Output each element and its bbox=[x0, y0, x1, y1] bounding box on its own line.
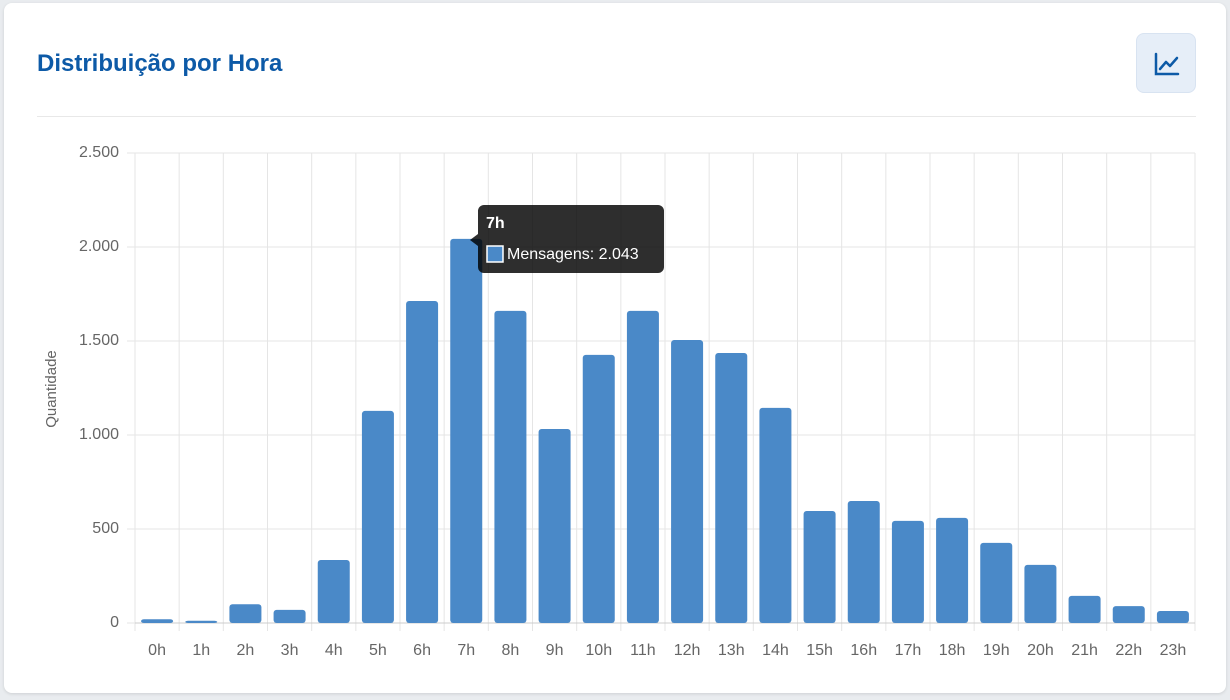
y-tick-label: 2.500 bbox=[79, 144, 119, 161]
bar bbox=[1068, 595, 1101, 623]
y-tick-label: 500 bbox=[92, 520, 119, 537]
bar bbox=[538, 428, 571, 623]
chart-icon bbox=[1154, 52, 1180, 76]
x-tick-label: 14h bbox=[762, 642, 789, 659]
chart-toggle-button[interactable] bbox=[1136, 33, 1196, 93]
x-tick-label: 15h bbox=[806, 642, 833, 659]
bar bbox=[406, 300, 439, 623]
y-tick-label: 2.000 bbox=[79, 238, 119, 255]
x-tick-label: 5h bbox=[369, 642, 387, 659]
bar bbox=[1112, 606, 1145, 623]
x-tick-label: 22h bbox=[1115, 642, 1142, 659]
tooltip-title: 7h bbox=[486, 215, 505, 232]
x-tick-label: 10h bbox=[585, 642, 612, 659]
bar bbox=[494, 310, 527, 623]
bar bbox=[803, 510, 836, 623]
x-tick-label: 18h bbox=[939, 642, 966, 659]
bar bbox=[980, 542, 1013, 623]
x-tick-label: 21h bbox=[1071, 642, 1098, 659]
y-tick-label: 1.500 bbox=[79, 332, 119, 349]
x-tick-label: 3h bbox=[281, 642, 299, 659]
bar bbox=[229, 604, 262, 623]
x-tick-label: 9h bbox=[546, 642, 564, 659]
x-tick-label: 23h bbox=[1160, 642, 1187, 659]
x-tick-label: 1h bbox=[192, 642, 210, 659]
bar bbox=[185, 620, 218, 623]
bar bbox=[936, 517, 969, 623]
bar bbox=[847, 500, 880, 623]
bar bbox=[582, 354, 615, 623]
bar bbox=[1024, 564, 1057, 623]
x-tick-label: 20h bbox=[1027, 642, 1054, 659]
bar bbox=[361, 410, 394, 623]
card-title: Distribuição por Hora bbox=[37, 50, 283, 77]
x-tick-label: 11h bbox=[630, 642, 656, 659]
y-tick-label: 1.000 bbox=[79, 426, 119, 443]
x-tick-label: 17h bbox=[895, 642, 922, 659]
x-tick-label: 16h bbox=[850, 642, 877, 659]
divider bbox=[37, 116, 1196, 117]
card: Distribuição por Hora bbox=[4, 3, 1226, 693]
tooltip-box bbox=[470, 205, 664, 273]
y-tick-label: 0 bbox=[110, 614, 119, 631]
bar bbox=[317, 560, 350, 623]
bar bbox=[715, 353, 748, 623]
x-tick-label: 13h bbox=[718, 642, 745, 659]
bar bbox=[1156, 610, 1189, 623]
bar bbox=[759, 407, 792, 623]
bar bbox=[141, 619, 174, 623]
bar bbox=[450, 238, 483, 623]
bar bbox=[671, 340, 704, 623]
bar bbox=[273, 609, 306, 623]
x-tick-label: 0h bbox=[148, 642, 166, 659]
x-tick-label: 4h bbox=[325, 642, 343, 659]
x-tick-label: 19h bbox=[983, 642, 1010, 659]
x-tick-label: 7h bbox=[457, 642, 475, 659]
x-tick-label: 6h bbox=[413, 642, 431, 659]
x-tick-label: 12h bbox=[674, 642, 701, 659]
x-tick-label: 8h bbox=[502, 642, 520, 659]
tooltip-swatch bbox=[486, 245, 504, 263]
bar bbox=[891, 520, 924, 623]
bar bbox=[626, 310, 659, 623]
y-axis-label: Quantidade bbox=[43, 350, 60, 428]
x-tick-label: 2h bbox=[237, 642, 255, 659]
tooltip-text: Mensagens: 2.043 bbox=[507, 246, 639, 263]
